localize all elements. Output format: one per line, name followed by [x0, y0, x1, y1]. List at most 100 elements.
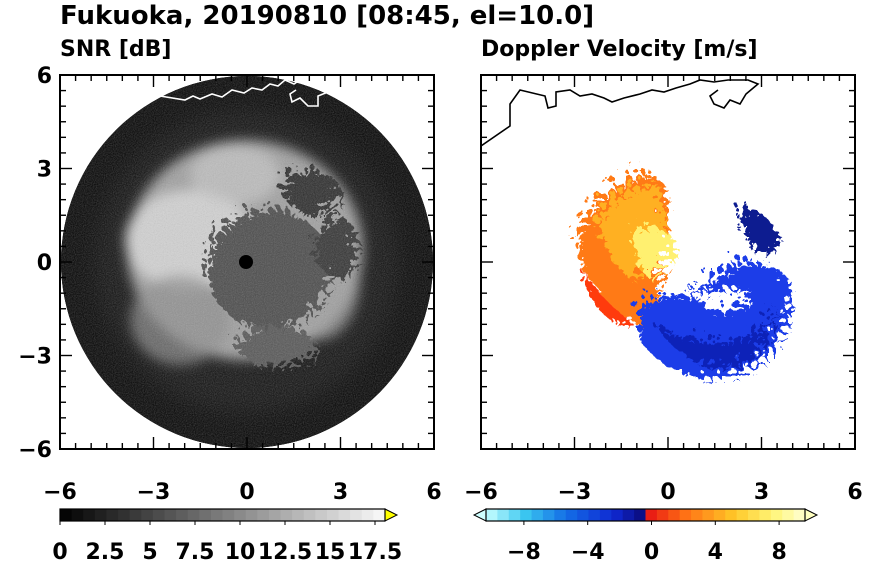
x-tick-label: 0: [239, 480, 254, 505]
colorbar-swatch: [782, 509, 795, 521]
colorbar-swatch: [793, 509, 806, 521]
x-tick-label: −6: [43, 480, 77, 505]
colorbar-tick-label: 15: [315, 540, 346, 565]
colorbar-swatch: [668, 509, 681, 521]
colorbar-swatch: [736, 509, 749, 521]
colorbar-swatch: [497, 509, 510, 521]
y-tick-label: 0: [37, 251, 52, 276]
colorbar-swatch: [599, 509, 612, 521]
x-tick-label: −3: [558, 480, 592, 505]
colorbar-swatch: [292, 509, 305, 521]
radar-site-marker: [239, 255, 253, 269]
colorbar-tick-label: 17.5: [348, 540, 402, 565]
colorbar-swatch: [702, 509, 715, 521]
colorbar-swatch: [83, 509, 96, 521]
colorbar-swatch: [222, 509, 235, 521]
colorbar-tick-label: 4: [708, 540, 723, 565]
colorbar-frame: [485, 508, 806, 522]
snr-panel-title: SNR [dB]: [60, 37, 171, 62]
colorbar-swatch: [486, 509, 498, 521]
colorbar-swatch: [770, 509, 783, 521]
snr-axis-labels: −6 −3 0 3 6 6 3 0 −3 −6: [18, 64, 441, 505]
colorbar-swatch: [577, 509, 590, 521]
colorbar-swatch: [141, 509, 154, 521]
colorbar-swatch: [622, 509, 635, 521]
x-tick-label: 3: [333, 480, 348, 505]
colorbar-swatch: [691, 509, 704, 521]
x-tick-label: −3: [137, 480, 171, 505]
snr-panel: SNR [dB]: [18, 37, 441, 505]
colorbar-swatch: [554, 509, 567, 521]
colorbar-swatch: [713, 509, 726, 521]
colorbar-swatch: [268, 509, 282, 521]
colorbar-swatch: [187, 509, 200, 521]
colorbar-swatch: [542, 509, 555, 521]
colorbar-swatch: [338, 509, 351, 521]
colorbar-swatch: [361, 509, 374, 521]
colorbar-swatch: [164, 509, 177, 521]
doppler-negative-echo: [630, 204, 784, 371]
colorbar-tick-label: 8: [771, 540, 786, 565]
doppler-coastline: [481, 79, 760, 147]
colorbar-swatch: [245, 509, 258, 521]
colorbar-tick-label: 10: [225, 540, 256, 565]
doppler-panel: Doppler Velocity [m/s] −6 −3 0 3 6: [464, 37, 863, 505]
y-tick-label: 3: [37, 158, 52, 183]
doppler-positive-echo: [570, 165, 670, 316]
colorbar-tick-label: 7.5: [176, 540, 215, 565]
colorbar-swatch: [303, 509, 316, 521]
colorbar-tick-label: −8: [507, 540, 541, 565]
colorbar-swatch: [373, 509, 386, 521]
x-tick-label: 6: [847, 480, 862, 505]
colorbar-swatch: [350, 509, 363, 521]
colorbar-swatch: [315, 509, 328, 521]
colorbar-extend-min: [472, 508, 487, 522]
colorbar-swatch: [257, 509, 270, 521]
colorbar-swatch: [106, 509, 119, 521]
colorbar-swatch: [508, 509, 521, 521]
colorbar-swatch: [199, 509, 212, 521]
colorbar-frame: [59, 508, 386, 522]
colorbar-extend-max: [804, 508, 819, 522]
colorbar-swatch: [679, 509, 692, 521]
colorbar-swatch: [152, 509, 166, 521]
y-tick-label: −3: [18, 345, 52, 370]
colorbar-swatch: [71, 509, 84, 521]
doppler-axis-labels: −6 −3 0 3 6: [464, 480, 863, 505]
snr-coastline: [159, 79, 330, 107]
doppler-image: [481, 75, 855, 449]
colorbar-tick-label: 0: [52, 540, 67, 565]
colorbar-tick-label: 12.5: [258, 540, 312, 565]
colorbar-swatch: [725, 509, 738, 521]
colorbar-swatch: [520, 509, 533, 521]
doppler-axis-ticks: [480, 74, 856, 450]
colorbar-swatch: [280, 509, 293, 521]
colorbar-swatch: [234, 509, 247, 521]
colorbar-swatch: [645, 509, 658, 521]
colorbar-swatch: [531, 509, 544, 521]
colorbar-swatch: [326, 509, 340, 521]
y-tick-label: −6: [18, 438, 52, 463]
x-tick-label: 6: [426, 480, 441, 505]
colorbar-swatch: [94, 509, 108, 521]
doppler-panel-title: Doppler Velocity [m/s]: [481, 37, 758, 62]
snr-colorbar: 0 2.5 5 7.5 10 12.5 15 17.5: [52, 508, 402, 565]
y-tick-label: 6: [37, 64, 52, 89]
colorbar-tick-label: 0: [644, 540, 659, 565]
figure-title: Fukuoka, 20190810 [08:45, el=10.0]: [60, 1, 594, 31]
colorbar-tick-label: 5: [142, 540, 157, 565]
colorbar-tick-label: 2.5: [86, 540, 125, 565]
colorbar-swatch: [656, 509, 669, 521]
colorbar-swatch: [588, 509, 601, 521]
colorbar-swatch: [176, 509, 189, 521]
colorbar-tick-label: −4: [571, 540, 605, 565]
colorbar-extend-max: [384, 508, 399, 522]
snr-axis-ticks: [59, 74, 435, 450]
colorbar-swatch: [634, 509, 647, 521]
colorbar-swatch: [60, 509, 73, 521]
colorbar-swatch: [748, 509, 761, 521]
x-tick-label: −6: [464, 480, 498, 505]
colorbar-swatch: [118, 509, 131, 521]
doppler-colorbar: −8 −4 0 4 8: [472, 508, 819, 565]
